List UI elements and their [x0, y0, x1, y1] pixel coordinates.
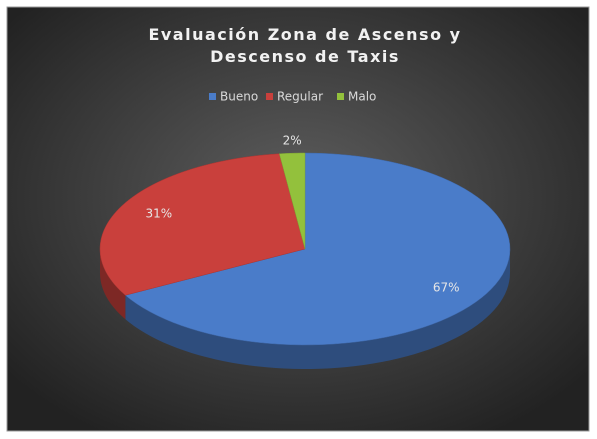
legend-label: Malo — [348, 90, 376, 104]
slice — [99, 153, 306, 296]
data-label: 67% — [433, 281, 460, 295]
slice — [124, 152, 511, 346]
legend-label: Bueno — [220, 90, 258, 104]
pie: 67% 31% 2% — [99, 134, 511, 346]
legend: Bueno Regular Malo — [209, 90, 376, 104]
data-label: 2% — [283, 134, 302, 148]
data-label: 31% — [146, 207, 173, 221]
slice-side — [100, 249, 126, 320]
chart-title: Evaluación Zona de Ascenso y Descenso de… — [148, 25, 462, 66]
legend-swatch — [337, 93, 344, 100]
legend-swatch — [266, 93, 273, 100]
slice-side — [125, 249, 511, 369]
pie-sides — [100, 249, 511, 369]
legend-label: Regular — [277, 90, 323, 104]
slice — [278, 152, 306, 250]
legend-swatch — [209, 93, 216, 100]
